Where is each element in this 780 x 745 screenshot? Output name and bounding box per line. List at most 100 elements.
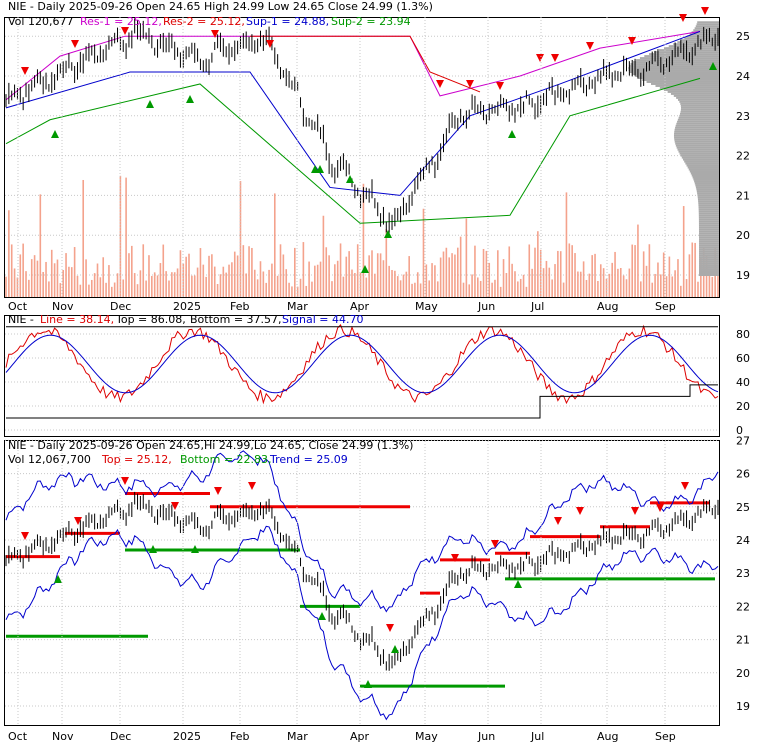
down-arrow-icon — [679, 14, 687, 22]
profile-bar — [688, 168, 719, 171]
volume-bar — [668, 256, 671, 297]
volume-bar — [96, 263, 99, 297]
volume-bar — [685, 279, 688, 297]
volume-bar — [657, 262, 659, 297]
month-label: Aug — [597, 300, 618, 313]
volume-bar — [10, 244, 13, 297]
volume-bar — [50, 249, 53, 297]
volume-bar — [253, 269, 256, 297]
month-label: Mar — [287, 730, 308, 743]
volume-bar — [394, 270, 396, 297]
volume-bar — [597, 280, 599, 297]
volume-bar — [651, 282, 654, 297]
panel1-volume-label: Vol 120,677 — [8, 15, 73, 28]
volume-bar — [534, 247, 536, 297]
profile-bar — [685, 162, 719, 165]
volume-bar — [213, 266, 216, 297]
volume-bar — [617, 268, 619, 297]
volume-bar — [328, 255, 330, 297]
profile-bar — [679, 114, 719, 117]
volume-bar — [511, 263, 513, 297]
trend-tick-label: 26 — [736, 468, 750, 481]
profile-bar — [673, 94, 719, 97]
volume-bar — [311, 281, 313, 297]
month-label: May — [415, 730, 438, 743]
profile-bar — [680, 104, 719, 107]
profile-bar — [675, 144, 719, 147]
volume-bar — [619, 268, 622, 297]
down-arrow-icon — [554, 517, 562, 525]
volume-bar — [599, 264, 602, 297]
volume-bar — [148, 255, 150, 297]
profile-bar — [697, 198, 719, 201]
profile-bar — [698, 236, 719, 239]
volume-bar — [68, 266, 70, 297]
volume-bar — [325, 247, 328, 297]
volume-bar — [465, 218, 468, 297]
down-arrow-icon — [576, 507, 584, 515]
signal-arrows — [21, 7, 717, 273]
profile-bar — [628, 65, 719, 68]
volume-bar — [419, 283, 422, 297]
volume-bar — [608, 273, 611, 297]
volume-bar — [176, 268, 179, 297]
down-arrow-icon — [466, 80, 474, 88]
profile-bar — [646, 80, 719, 83]
profile-bar — [673, 134, 719, 137]
volume-bar — [382, 260, 385, 297]
volume-bar — [173, 272, 176, 297]
month-label: Aug — [597, 730, 618, 743]
trend-tick-label: 23 — [736, 567, 750, 580]
profile-bar — [687, 166, 719, 169]
price-tick-label: 22 — [736, 150, 750, 163]
down-arrow-icon — [656, 504, 664, 512]
up-arrow-icon — [146, 100, 154, 108]
volume-bar — [205, 276, 207, 297]
profile-bar — [698, 232, 719, 235]
volume-bar — [548, 267, 551, 297]
month-label: Jun — [477, 300, 495, 313]
profile-bar — [680, 108, 719, 111]
volume-bar — [680, 285, 682, 297]
down-arrow-icon — [681, 482, 689, 490]
up-arrow-icon — [514, 580, 522, 588]
profile-bar — [698, 222, 719, 225]
volume-bar — [602, 268, 605, 297]
profile-bar — [677, 98, 719, 101]
profile-bar — [698, 266, 719, 269]
volume-bar — [88, 284, 90, 297]
volume-bar — [25, 271, 27, 297]
trend-level-segments — [6, 492, 715, 688]
volume-bar — [605, 278, 608, 297]
profile-bar — [694, 182, 719, 185]
month-label: Apr — [350, 730, 370, 743]
volume-bar — [271, 263, 273, 297]
month-label: Oct — [8, 730, 28, 743]
panel2-line-label: Line = 38.14, — [40, 313, 114, 326]
volume-bar — [113, 282, 116, 297]
oscillator-line — [5, 323, 719, 405]
down-arrow-icon — [171, 502, 179, 510]
volume-bar — [62, 270, 64, 297]
volume-bar — [228, 264, 230, 297]
month-label: Feb — [230, 730, 249, 743]
panel1-header: NIE - Daily 2025-09-26 Open 24.65 High 2… — [8, 0, 433, 13]
profile-bar — [636, 59, 719, 62]
volume-bar — [53, 263, 56, 297]
volume-bar — [634, 245, 636, 297]
volume-bar — [354, 272, 356, 297]
volume-bar — [108, 265, 110, 297]
volume-bar — [385, 228, 388, 297]
volume-bar — [479, 280, 482, 297]
profile-bar — [674, 130, 719, 133]
trend-tick-label: 20 — [736, 667, 750, 680]
volume-bar — [334, 264, 336, 297]
profile-bar — [699, 270, 719, 273]
volume-bar — [128, 253, 130, 297]
volume-bar — [348, 251, 350, 297]
profile-bar — [684, 160, 719, 163]
profile-bar — [676, 96, 719, 99]
volume-bar — [677, 259, 679, 297]
volume-bar — [102, 257, 105, 297]
month-label: Jun — [477, 730, 495, 743]
